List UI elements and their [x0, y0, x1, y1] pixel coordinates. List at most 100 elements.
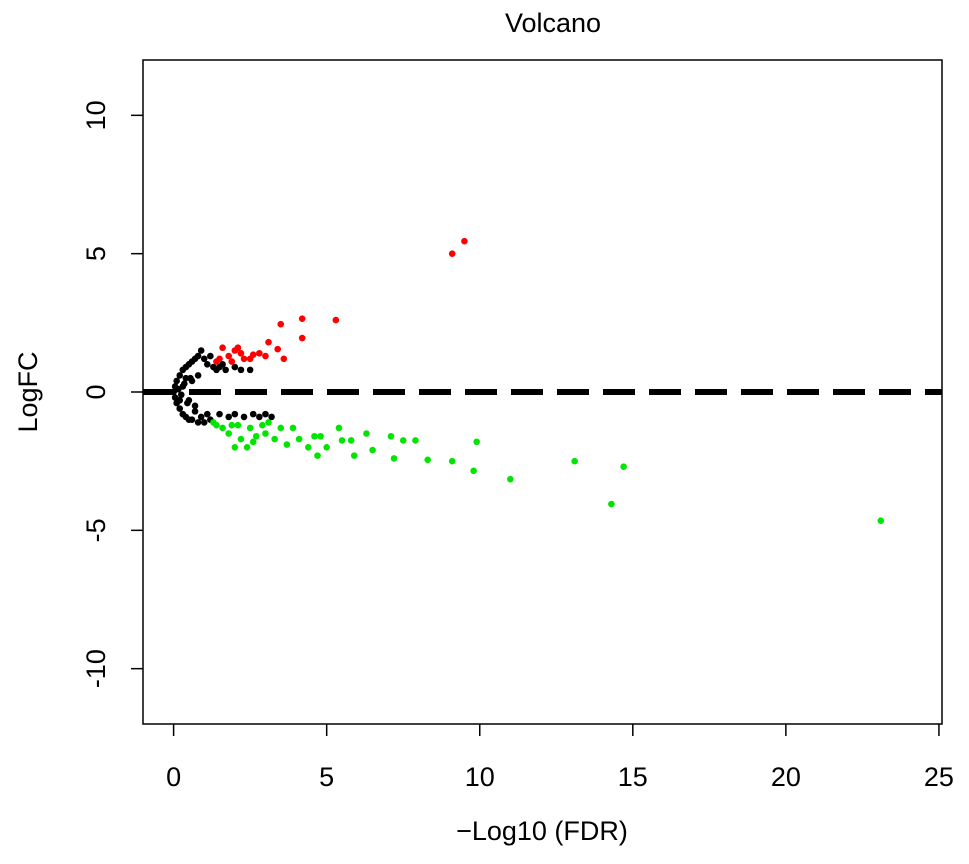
point	[271, 435, 278, 443]
point	[295, 435, 303, 443]
point	[277, 424, 285, 432]
point	[249, 410, 257, 418]
point	[177, 391, 185, 399]
point	[176, 405, 184, 412]
point	[608, 500, 615, 508]
point	[243, 444, 251, 451]
point	[216, 410, 223, 418]
point	[620, 463, 627, 471]
point	[200, 355, 208, 363]
point	[246, 366, 254, 374]
y-tick-label: 5	[81, 246, 111, 261]
point	[182, 374, 190, 382]
point	[259, 421, 266, 429]
point	[191, 408, 199, 415]
point	[262, 352, 269, 360]
point	[424, 456, 432, 464]
point	[571, 457, 578, 465]
point	[225, 413, 233, 421]
point	[470, 467, 477, 475]
point	[173, 377, 180, 385]
point	[387, 432, 395, 440]
point	[256, 349, 263, 357]
y-tick-label: -5	[81, 518, 111, 542]
y-tick-label: 10	[81, 100, 111, 130]
point	[399, 437, 407, 444]
point	[246, 424, 254, 432]
point	[311, 432, 318, 440]
point	[256, 413, 263, 421]
point	[240, 355, 248, 363]
x-tick-label: 0	[166, 762, 181, 792]
point	[207, 352, 214, 360]
point	[268, 413, 275, 421]
point	[234, 344, 242, 352]
point	[283, 441, 291, 448]
point	[194, 352, 202, 360]
point	[332, 316, 340, 324]
chart-title: Volcano	[505, 8, 601, 38]
point	[225, 430, 233, 437]
point	[176, 372, 184, 379]
point	[262, 410, 269, 418]
point	[188, 377, 196, 385]
point	[231, 410, 239, 418]
point	[222, 366, 229, 374]
point	[335, 424, 343, 432]
x-axis-label: −Log10 (FDR)	[456, 816, 628, 846]
point	[314, 452, 321, 459]
point	[265, 419, 272, 426]
point	[347, 437, 355, 444]
x-tick-label: 5	[319, 762, 334, 792]
point	[252, 432, 260, 440]
point	[249, 351, 257, 358]
point	[507, 475, 514, 483]
x-tick-label: 15	[618, 762, 648, 792]
y-axis-label: LogFC	[13, 351, 43, 432]
point	[412, 437, 419, 444]
point	[298, 315, 306, 322]
point	[363, 430, 370, 437]
point	[240, 413, 248, 421]
point	[176, 397, 184, 404]
point	[194, 372, 202, 379]
point	[338, 437, 346, 444]
point	[210, 419, 217, 426]
x-tick-label: 10	[465, 762, 495, 792]
point	[369, 446, 376, 454]
point	[197, 413, 205, 421]
point	[473, 438, 480, 446]
point	[323, 444, 330, 451]
point	[219, 424, 226, 432]
point	[289, 424, 297, 432]
point	[237, 366, 245, 374]
point	[194, 419, 202, 426]
point	[448, 250, 456, 257]
point	[249, 438, 257, 446]
point	[305, 444, 312, 451]
point	[225, 352, 233, 360]
point	[228, 421, 236, 429]
point	[265, 338, 272, 346]
point	[200, 419, 208, 426]
point	[262, 430, 269, 437]
point	[228, 358, 236, 365]
point	[274, 345, 281, 353]
point	[219, 344, 226, 352]
point	[350, 452, 358, 459]
y-tick-label: 0	[81, 384, 111, 399]
point	[203, 410, 211, 418]
point	[277, 320, 285, 328]
point	[231, 363, 239, 371]
point	[317, 432, 324, 440]
point	[231, 444, 239, 451]
point	[203, 361, 211, 368]
point	[390, 455, 398, 462]
point	[448, 457, 456, 465]
y-tick-label: -10	[81, 649, 111, 688]
x-tick-label: 20	[771, 762, 801, 792]
point	[237, 349, 245, 357]
point	[219, 361, 226, 368]
point	[298, 334, 306, 342]
